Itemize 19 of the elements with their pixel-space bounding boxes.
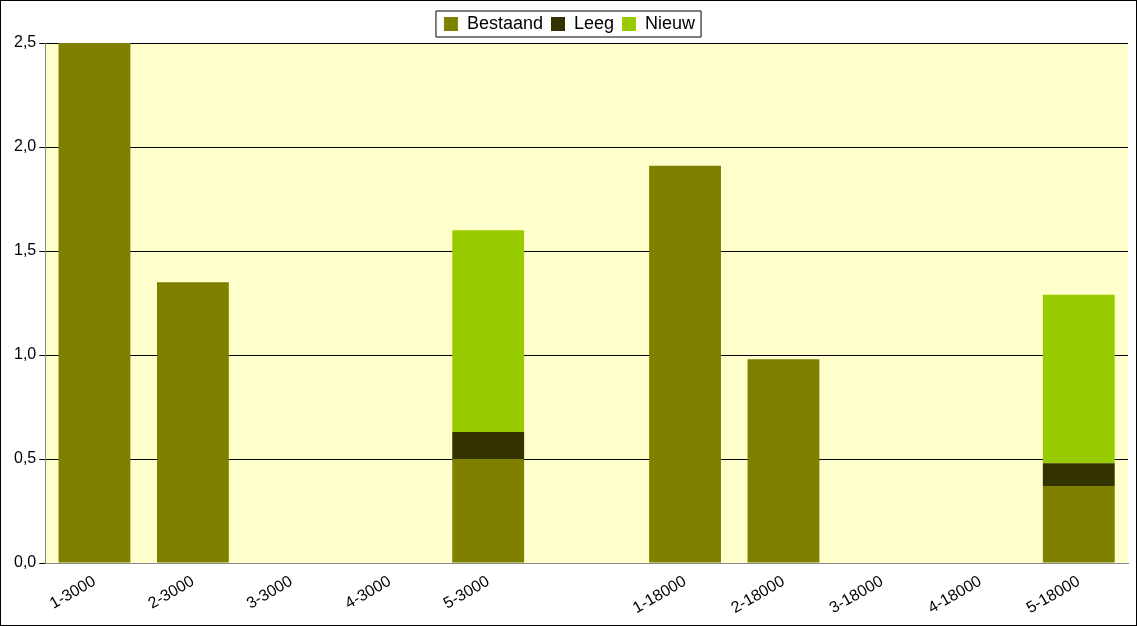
bar <box>649 165 721 563</box>
y-tick-label: 2,5 <box>13 33 37 51</box>
y-tick-label: 0,0 <box>13 553 37 571</box>
bar <box>1042 463 1115 487</box>
legend-label: Bestaand <box>466 12 543 33</box>
bar <box>1042 486 1115 563</box>
y-tick-label: 1,0 <box>13 345 37 363</box>
bar <box>58 43 131 563</box>
bar <box>452 431 525 460</box>
y-tick-label: 0,5 <box>13 449 37 467</box>
legend-label: Leeg <box>574 12 615 33</box>
bar <box>747 359 820 563</box>
y-tick-label: 1,5 <box>13 241 37 259</box>
bar <box>452 230 525 432</box>
y-tick-label: 2,0 <box>13 137 37 155</box>
bar <box>156 282 229 563</box>
bar <box>452 459 525 563</box>
legend-label: Nieuw <box>645 12 697 33</box>
bar <box>1042 294 1115 464</box>
